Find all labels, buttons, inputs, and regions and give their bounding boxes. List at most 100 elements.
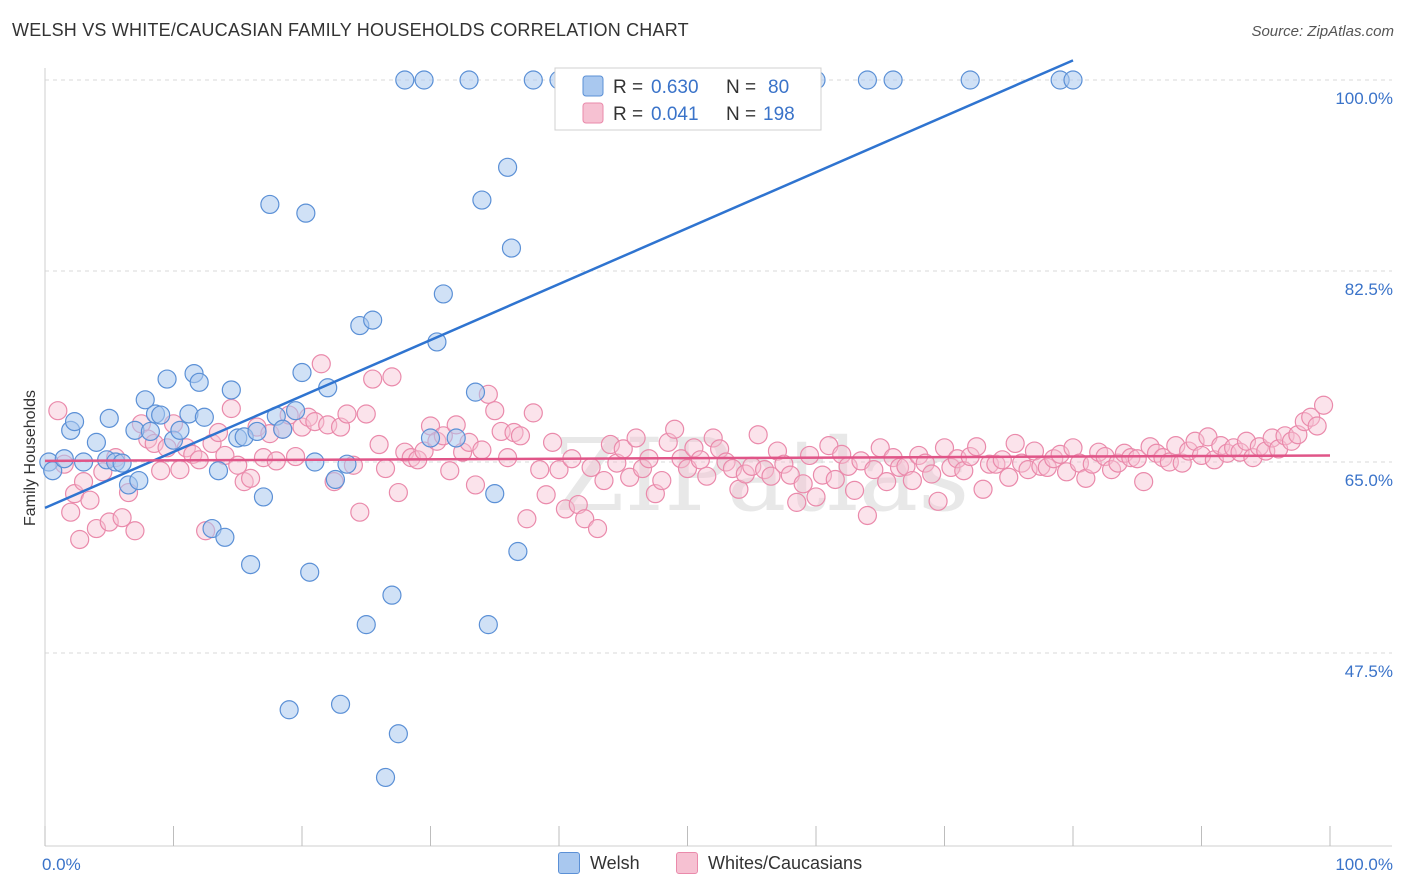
welsh-point-48 (356, 615, 376, 635)
white-point-80 (555, 499, 576, 519)
white-point-66 (465, 475, 486, 495)
white-point-186 (1236, 431, 1257, 451)
white-point-116 (787, 492, 807, 512)
welsh-point-17 (151, 405, 171, 425)
y-tick-label-0: 47.5% (1345, 662, 1393, 681)
welsh-point-45 (330, 694, 351, 714)
legend-white-r-label: R = (613, 104, 643, 125)
white-point-108 (735, 464, 755, 484)
white-point-101 (690, 450, 710, 470)
welsh-point-79 (1063, 70, 1083, 90)
white-point-198 (1313, 395, 1334, 415)
white-point-168 (1121, 448, 1141, 468)
trend-lines (44, 59, 1331, 509)
welsh-point-42 (305, 452, 325, 472)
white-point-120 (812, 465, 833, 485)
white-point-112 (761, 466, 781, 486)
white-point-134 (902, 470, 922, 491)
welsh-point-18 (157, 369, 177, 389)
white-point-39 (292, 417, 312, 437)
welsh-point-34 (260, 194, 280, 215)
white-point-31 (241, 468, 261, 488)
white-point-53 (382, 367, 402, 387)
white-point-95 (652, 470, 672, 491)
white-point-73 (510, 426, 531, 446)
welsh-point-41 (300, 562, 320, 582)
welsh-point-37 (279, 700, 299, 720)
welsh-point-36 (273, 419, 293, 439)
white-point-20 (170, 460, 190, 480)
welsh-point-75 (857, 70, 878, 90)
welsh-point-26 (208, 461, 229, 481)
white-point-175 (1166, 436, 1186, 456)
y-tick-label-2: 82.5% (1345, 280, 1393, 299)
welsh-point-61 (472, 190, 492, 210)
white-point-67 (472, 440, 492, 460)
legend-welsh-r-label: R = (613, 77, 643, 98)
welsh-point-21 (179, 404, 199, 424)
legend-white-n-value: 198 (763, 104, 795, 125)
legend-welsh-swatch (582, 75, 604, 97)
white-point-85 (587, 518, 608, 539)
chart-source: Source: ZipAtlas.com (1251, 23, 1394, 40)
welsh-point-52 (388, 724, 408, 744)
y-tick-label-1: 65.0% (1345, 471, 1393, 490)
welsh-point-4 (64, 412, 85, 432)
welsh-point-24 (194, 407, 214, 427)
white-point-110 (748, 425, 768, 445)
white-point-118 (799, 445, 820, 466)
white-point-136 (915, 453, 935, 473)
welsh-point-32 (247, 421, 267, 442)
white-point-145 (973, 479, 993, 499)
white-point-0 (48, 401, 68, 421)
welsh-point-57 (433, 284, 453, 304)
white-point-74 (517, 509, 537, 529)
welsh-point-77 (960, 70, 980, 90)
bottom-legend-white-swatch (676, 852, 698, 874)
white-point-82 (568, 494, 588, 515)
welsh-point-23 (189, 372, 209, 392)
welsh-point-51 (382, 585, 402, 605)
white-point-170 (1134, 472, 1154, 492)
white-point-4 (70, 529, 90, 550)
white-point-146 (979, 454, 1000, 474)
white-point-178 (1185, 431, 1205, 451)
white-point-13 (125, 521, 145, 541)
white-point-123 (832, 444, 852, 464)
welsh-point-58 (446, 428, 466, 448)
welsh-point-50 (375, 767, 396, 788)
white-point-97 (665, 419, 685, 439)
welsh-point-67 (523, 70, 543, 90)
y-axis-label: Family Households (22, 390, 39, 526)
stats-legend: R = 0.630 N = 80 R = 0.041 N = 198 (554, 67, 822, 131)
bottom-legend-welsh-label: Welsh (590, 852, 640, 873)
white-point-86 (594, 470, 614, 491)
bottom-legend: Welsh Whites/Caucasians (0, 852, 1406, 876)
white-point-127 (857, 505, 878, 526)
white-point-6 (80, 490, 100, 510)
welsh-point-49 (363, 310, 383, 330)
white-point-161 (1076, 468, 1096, 488)
welsh-point-54 (414, 70, 434, 90)
legend-white-swatch (582, 102, 604, 124)
white-point-54 (388, 482, 408, 503)
welsh-point-59 (459, 70, 479, 90)
white-point-46 (337, 404, 357, 424)
white-point-122 (825, 469, 845, 490)
white-point-149 (999, 467, 1019, 487)
welsh-point-40 (296, 203, 316, 223)
welsh-point-10 (112, 453, 132, 473)
y-tick-labels: 47.5% 65.0% 82.5% 100.0% (1335, 89, 1393, 681)
white-point-71 (498, 448, 518, 468)
series-whites-caucasians (48, 354, 1334, 550)
white-trend-line (44, 454, 1331, 463)
welsh-point-53 (395, 70, 415, 90)
chart-title: WELSH VS WHITE/CAUCASIAN FAMILY HOUSEHOL… (12, 20, 689, 40)
bottom-legend-white-label: Whites/Caucasians (708, 852, 863, 873)
white-point-125 (844, 480, 865, 500)
white-point-11 (112, 508, 132, 528)
grid-lines (45, 79, 1392, 654)
welsh-point-28 (221, 380, 241, 400)
welsh-point-33 (253, 487, 274, 507)
